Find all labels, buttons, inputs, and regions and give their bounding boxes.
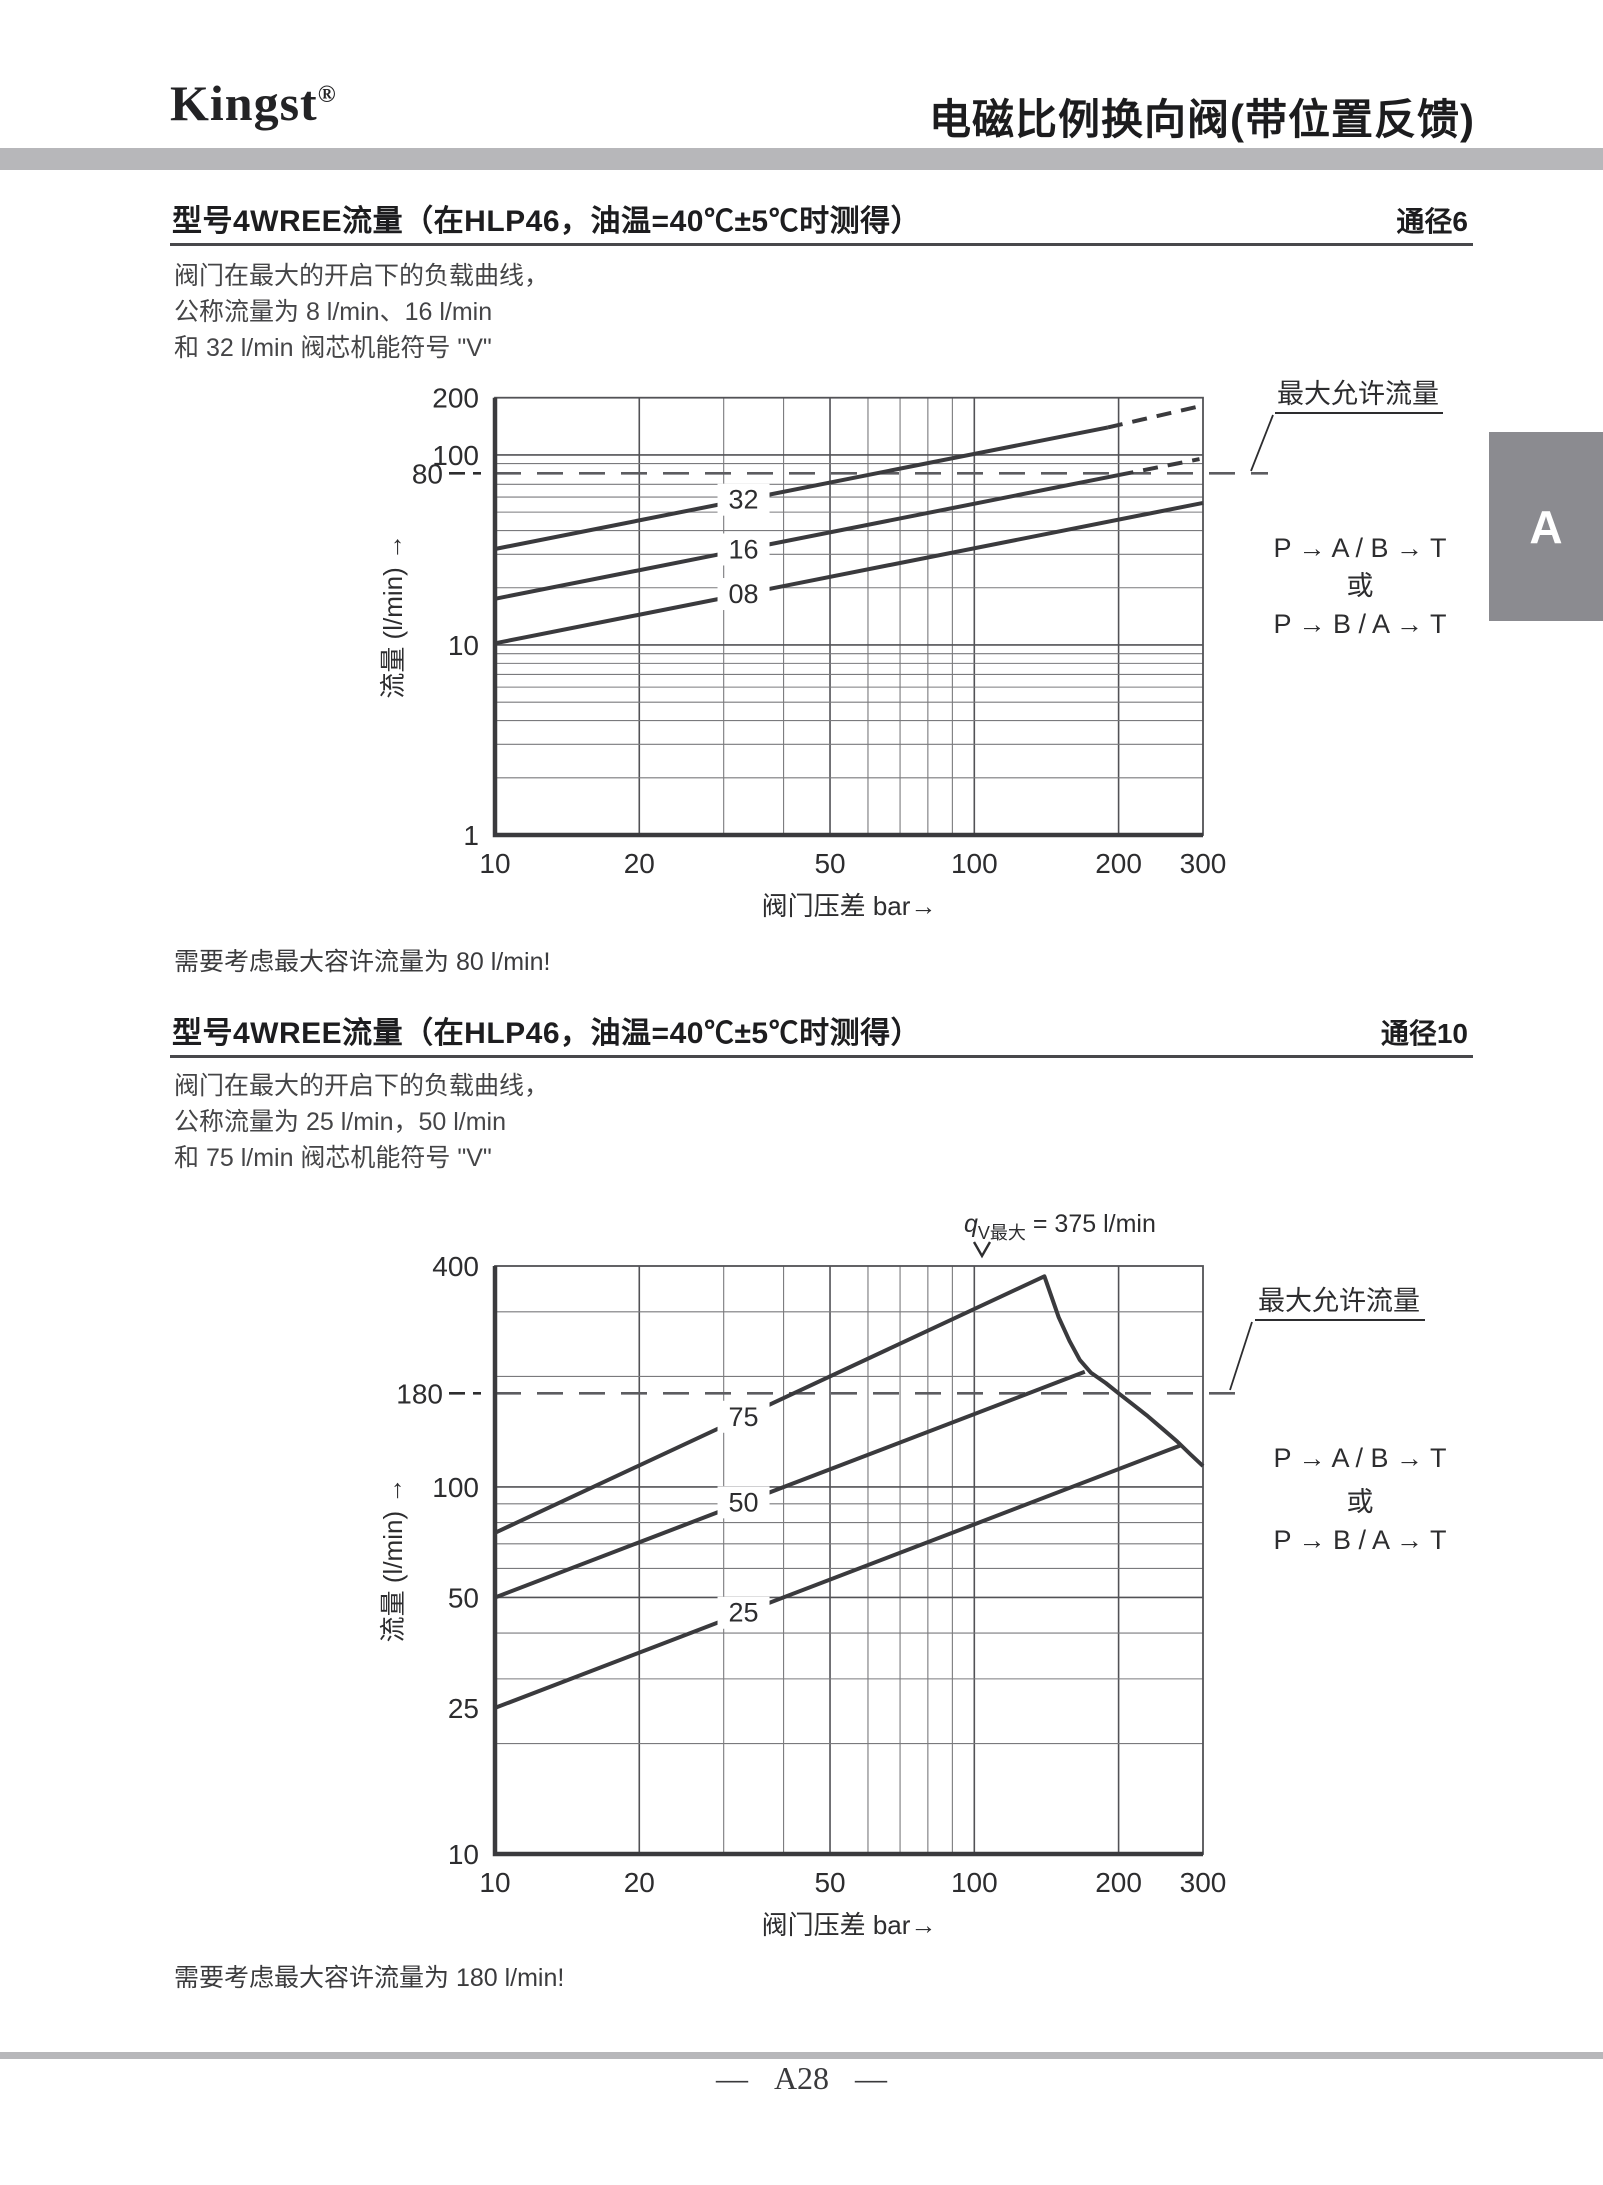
y-tick-label: 25	[448, 1693, 479, 1724]
x-tick-label: 100	[951, 1867, 998, 1898]
flow-path-line: 或	[1347, 1487, 1374, 1517]
flow-path-line: P → B / A → T	[1273, 1525, 1446, 1555]
x-tick-label: 10	[479, 848, 510, 879]
curve-label-box	[717, 1596, 770, 1629]
section1-description: 阀门在最大的开启下的负载曲线， 公称流量为 8 l/min、16 l/min 和…	[174, 258, 549, 366]
x-tick-label: 50	[814, 848, 845, 879]
annotation-leader-line	[1250, 414, 1274, 472]
curve-label-box	[717, 578, 770, 611]
curve-label-50: 50	[729, 1487, 759, 1517]
curve-label-16: 16	[729, 534, 759, 564]
y-tick-label: 50	[448, 1582, 479, 1613]
flow-path-line: P → A / B → T	[1273, 1443, 1446, 1473]
annotation-leader-line	[1229, 1321, 1253, 1391]
side-tab-section-a: A	[1489, 432, 1603, 621]
section2-size-label: 通径10	[1380, 1018, 1468, 1049]
x-tick-label: 50	[814, 1867, 845, 1898]
description-line: 阀门在最大的开启下的负载曲线，	[174, 1072, 550, 1100]
x-tick-label: 200	[1095, 848, 1142, 879]
y-tick-label: 100	[432, 440, 479, 471]
curve-label-32: 32	[729, 485, 759, 515]
description-line: 和 75 l/min 阀芯机能符号 "V"	[174, 1144, 492, 1172]
footer-dash: —	[855, 2060, 888, 2096]
qvmax-annotation: qV最大 = 375 l/min	[964, 1210, 1156, 1243]
curve-50	[494, 1369, 1086, 1600]
y-tick-label: 10	[448, 1839, 479, 1870]
y-tick-label: 80	[412, 458, 443, 489]
section2-note: 需要考虑最大容许流量为 180 l/min!	[174, 1964, 565, 1992]
curve-label-25: 25	[729, 1598, 759, 1628]
max-flow-annotation-label: 最大允许流量	[1277, 379, 1439, 409]
x-tick-label: 10	[479, 1867, 510, 1898]
y-axis-title: 流量 (l/min) →	[378, 1478, 408, 1643]
y-tick-label: 400	[432, 1251, 479, 1282]
description-line: 和 32 l/min 阀芯机能符号 "V"	[174, 334, 492, 362]
curve-label-box	[717, 1400, 770, 1433]
curve-25	[494, 1443, 1182, 1710]
section1-title: 型号4WREE流量（在HLP46，油温=40℃±5℃时测得）	[172, 205, 922, 238]
brand-logo: Kingst®	[170, 74, 337, 132]
description-line: 公称流量为 8 l/min、16 l/min	[174, 298, 493, 326]
x-tick-label: 200	[1095, 1867, 1142, 1898]
x-tick-label: 20	[624, 848, 655, 879]
curve-label-box	[717, 533, 770, 566]
flow-path-line: P → B / A → T	[1273, 609, 1446, 639]
x-tick-label: 300	[1180, 848, 1227, 879]
side-tab-letter: A	[1529, 500, 1563, 553]
curve-32-dashed-extension	[1107, 403, 1204, 430]
curve-16-dashed-extension	[1118, 457, 1200, 478]
chart-grid	[495, 1266, 1203, 1854]
section2-title-rule	[170, 1055, 1473, 1058]
x-tick-label: 100	[951, 848, 998, 879]
curve-label-box	[717, 1486, 770, 1519]
curve-16	[494, 473, 1119, 601]
curve-75	[494, 1274, 1205, 1535]
header-divider-bar	[0, 148, 1603, 170]
x-tick-label: 300	[1180, 1867, 1227, 1898]
section2-description: 阀门在最大的开启下的负载曲线， 公称流量为 25 l/min，50 l/min …	[174, 1068, 549, 1176]
plot-border	[494, 1265, 1204, 1855]
flow-chart-size10: 75 50 25 10 20 50 100 200 300 10 25 50 100 180 400 阀门压差…	[378, 1210, 1447, 1940]
max-flow-annotation-label: 最大允许流量	[1258, 1286, 1420, 1316]
y-tick-label: 100	[432, 1472, 479, 1503]
curve-label-75: 75	[729, 1402, 759, 1432]
flow-path-line: P → A / B → T	[1273, 533, 1446, 563]
y-tick-label: 1	[463, 820, 479, 851]
y-tick-label: 10	[448, 630, 479, 661]
curve-label-box	[717, 483, 770, 516]
section1-size-label: 通径6	[1396, 206, 1468, 237]
footer-page-number: — A28 —	[0, 2060, 1603, 2097]
x-tick-label: 20	[624, 1867, 655, 1898]
chart-grid	[495, 397, 1203, 835]
axis-lines	[492, 1266, 1203, 1857]
brand-name: Kingst	[170, 75, 318, 131]
flow-path-line: 或	[1347, 571, 1374, 601]
y-tick-label: 200	[432, 383, 479, 414]
y-tick-label: 180	[396, 1378, 443, 1409]
y-axis-title: 流量 (l/min) →	[378, 534, 408, 699]
registered-mark: ®	[317, 82, 337, 108]
footer-dash: —	[715, 2060, 748, 2096]
description-line: 阀门在最大的开启下的负载曲线，	[174, 262, 550, 290]
document-title: 电磁比例换向阀(带位置反馈)	[929, 96, 1475, 143]
x-axis-title: 阀门压差 bar→	[762, 891, 937, 921]
section1-note: 需要考虑最大容许流量为 80 l/min!	[174, 948, 551, 976]
page-number: A28	[773, 2060, 830, 2096]
qvmax-arrow-icon	[972, 1241, 992, 1259]
section2-title: 型号4WREE流量（在HLP46，油温=40℃±5℃时测得）	[172, 1017, 922, 1050]
curve-32	[494, 425, 1109, 551]
description-line: 公称流量为 25 l/min，50 l/min	[174, 1108, 507, 1136]
axis-lines	[492, 397, 1203, 838]
curve-label-08: 08	[729, 579, 759, 609]
footer-divider-bar	[0, 2052, 1603, 2059]
x-axis-title: 阀门压差 bar→	[762, 1910, 937, 1940]
curve-08	[494, 500, 1204, 646]
section1-title-rule	[170, 243, 1473, 246]
